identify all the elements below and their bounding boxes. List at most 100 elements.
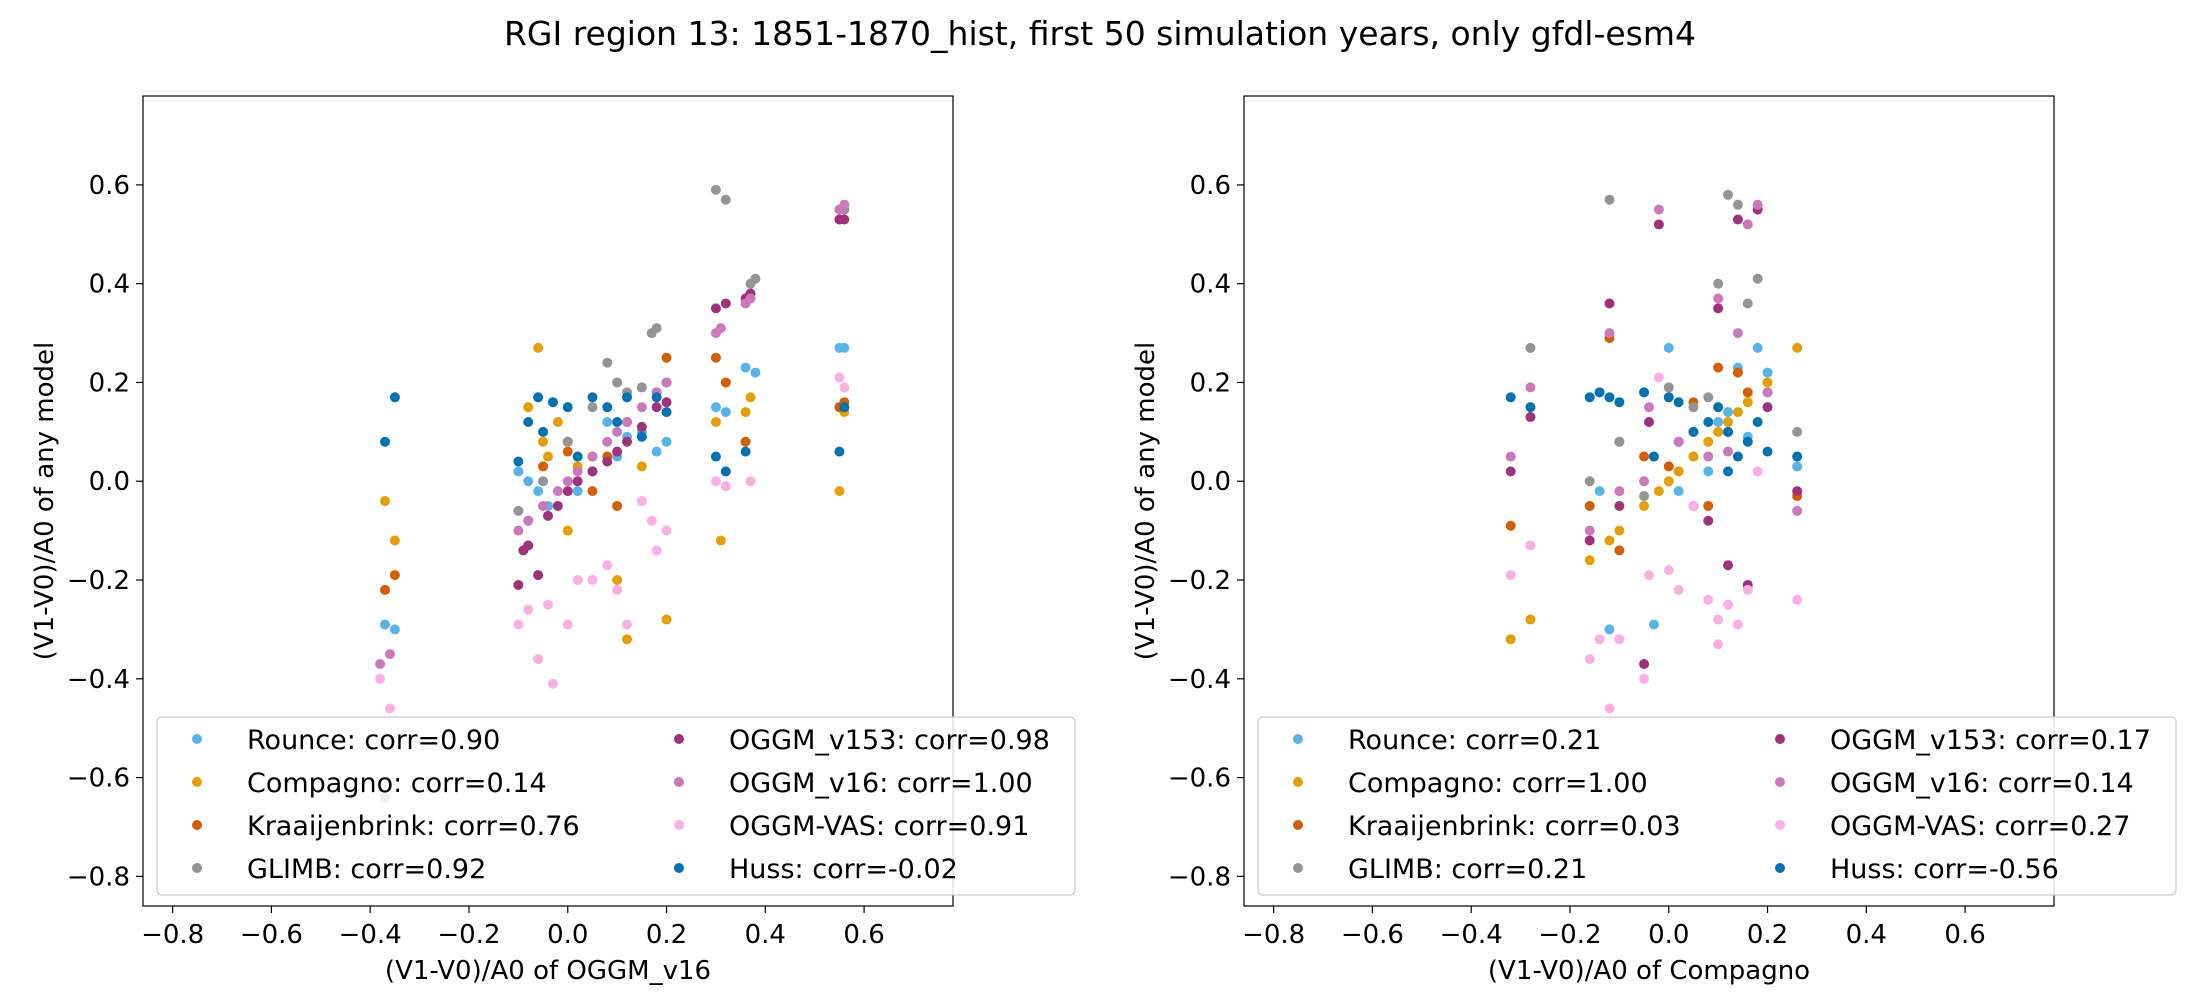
point-oggm-vas	[720, 481, 731, 492]
point-oggm_v16	[1505, 451, 1516, 462]
point-oggm-vas	[543, 599, 553, 610]
point-compagno	[1713, 426, 1724, 437]
point-kraaijenbrink	[1742, 387, 1753, 398]
point-glimb	[562, 436, 573, 447]
point-huss	[1525, 402, 1536, 413]
point-glimb	[1663, 382, 1674, 393]
point-kraaijenbrink	[587, 486, 598, 497]
point-compagno	[1732, 407, 1743, 418]
point-huss	[513, 456, 524, 467]
point-oggm_v153	[543, 510, 553, 521]
point-oggm_v153	[602, 456, 613, 467]
point-oggm_v16	[1742, 219, 1753, 230]
y-tick-label: 0.2	[89, 368, 130, 398]
point-rounce	[1713, 416, 1724, 427]
point-oggm_v153	[1792, 486, 1803, 497]
point-oggm-vas	[1604, 703, 1615, 714]
point-oggm_v153	[839, 214, 850, 225]
point-oggm-vas	[513, 619, 524, 630]
point-oggm-vas	[839, 382, 850, 393]
point-kraaijenbrink	[661, 352, 672, 363]
left-scatter-panel: −0.8 −0.8 −0.6 −0.6 −0.4 −0.4 −0.2 −0.2 0.0 0.0 0.…	[30, 95, 1076, 986]
point-huss	[839, 402, 850, 413]
point-huss	[587, 392, 598, 403]
point-compagno	[1762, 377, 1773, 388]
legend-entry: Huss: corr=-0.02	[729, 854, 958, 885]
legend-marker	[1775, 734, 1785, 744]
x-tick-label: 0.4	[745, 920, 786, 950]
point-huss	[710, 451, 721, 462]
point-oggm_v153	[651, 402, 662, 413]
point-huss	[1752, 416, 1763, 427]
point-oggm-vas	[636, 496, 647, 506]
x-tick-label: −0.6	[1341, 920, 1404, 950]
point-huss	[1584, 392, 1595, 403]
point-rounce	[533, 486, 544, 497]
point-oggm_v153	[612, 446, 623, 457]
legend-marker	[192, 863, 202, 873]
legend-marker	[1775, 863, 1785, 873]
point-compagno	[533, 342, 544, 353]
legend-entry: Kraaijenbrink: corr=0.03	[1348, 811, 1681, 842]
point-oggm_v16	[384, 649, 395, 660]
point-oggm-vas	[523, 604, 534, 615]
point-oggm-vas	[1742, 584, 1753, 595]
x-axis-label: (V1-V0)/A0 of Compagno	[1488, 956, 1810, 986]
point-huss	[602, 402, 613, 413]
point-oggm-vas	[1732, 619, 1743, 630]
point-compagno	[562, 525, 573, 536]
point-glimb	[1752, 273, 1763, 284]
point-oggm-vas	[375, 673, 386, 684]
point-huss	[834, 446, 845, 457]
point-oggm_v153	[533, 570, 544, 581]
legend-entry: Compagno: corr=1.00	[1348, 768, 1648, 799]
point-huss	[1703, 416, 1714, 427]
point-huss	[1742, 436, 1753, 447]
point-oggm_v153	[1644, 416, 1654, 427]
y-tick-label: −0.4	[1168, 665, 1231, 695]
point-huss	[636, 431, 647, 442]
scatter-points	[1505, 189, 1803, 714]
x-tick-label: 0.2	[1747, 920, 1788, 950]
scatter-points	[375, 184, 850, 803]
legend-marker	[1293, 734, 1303, 744]
legend-marker	[1775, 777, 1785, 787]
x-tick-label: 0.0	[1648, 920, 1689, 950]
legend-entry: Rounce: corr=0.90	[247, 725, 500, 756]
point-compagno	[740, 407, 751, 418]
point-glimb	[636, 382, 647, 393]
point-huss	[1723, 426, 1734, 437]
point-oggm_v16	[587, 451, 598, 462]
point-glimb	[602, 357, 613, 368]
point-huss	[389, 392, 400, 403]
point-compagno	[745, 392, 756, 403]
legend-marker	[1293, 820, 1303, 830]
point-kraaijenbrink	[1732, 367, 1743, 378]
point-oggm_v16	[661, 377, 672, 388]
point-oggm_v153	[1703, 515, 1714, 526]
point-oggm-vas	[587, 575, 598, 586]
point-kraaijenbrink	[380, 584, 391, 595]
point-oggm-vas	[1639, 673, 1650, 684]
legend-marker	[674, 734, 684, 744]
point-rounce	[572, 486, 583, 497]
x-tick-label: 0.6	[1944, 920, 1985, 950]
point-compagno	[1703, 436, 1714, 447]
point-oggm_v153	[1723, 560, 1734, 571]
point-oggm-vas	[661, 525, 672, 536]
legend-marker	[192, 734, 202, 744]
point-oggm-vas	[1653, 372, 1664, 383]
point-oggm_v16	[1604, 328, 1615, 339]
point-huss	[572, 451, 583, 462]
point-rounce	[513, 466, 524, 477]
point-compagno	[538, 436, 549, 447]
point-rounce	[1703, 466, 1714, 477]
point-glimb	[1525, 342, 1536, 353]
x-tick-label: 0.6	[843, 920, 884, 950]
legend-entry: OGGM-VAS: corr=0.27	[1830, 811, 2130, 842]
legend-entry: OGGM_v16: corr=0.14	[1830, 768, 2134, 799]
point-huss	[1713, 402, 1724, 413]
point-oggm_v153	[1732, 214, 1743, 225]
point-huss	[1648, 451, 1659, 462]
